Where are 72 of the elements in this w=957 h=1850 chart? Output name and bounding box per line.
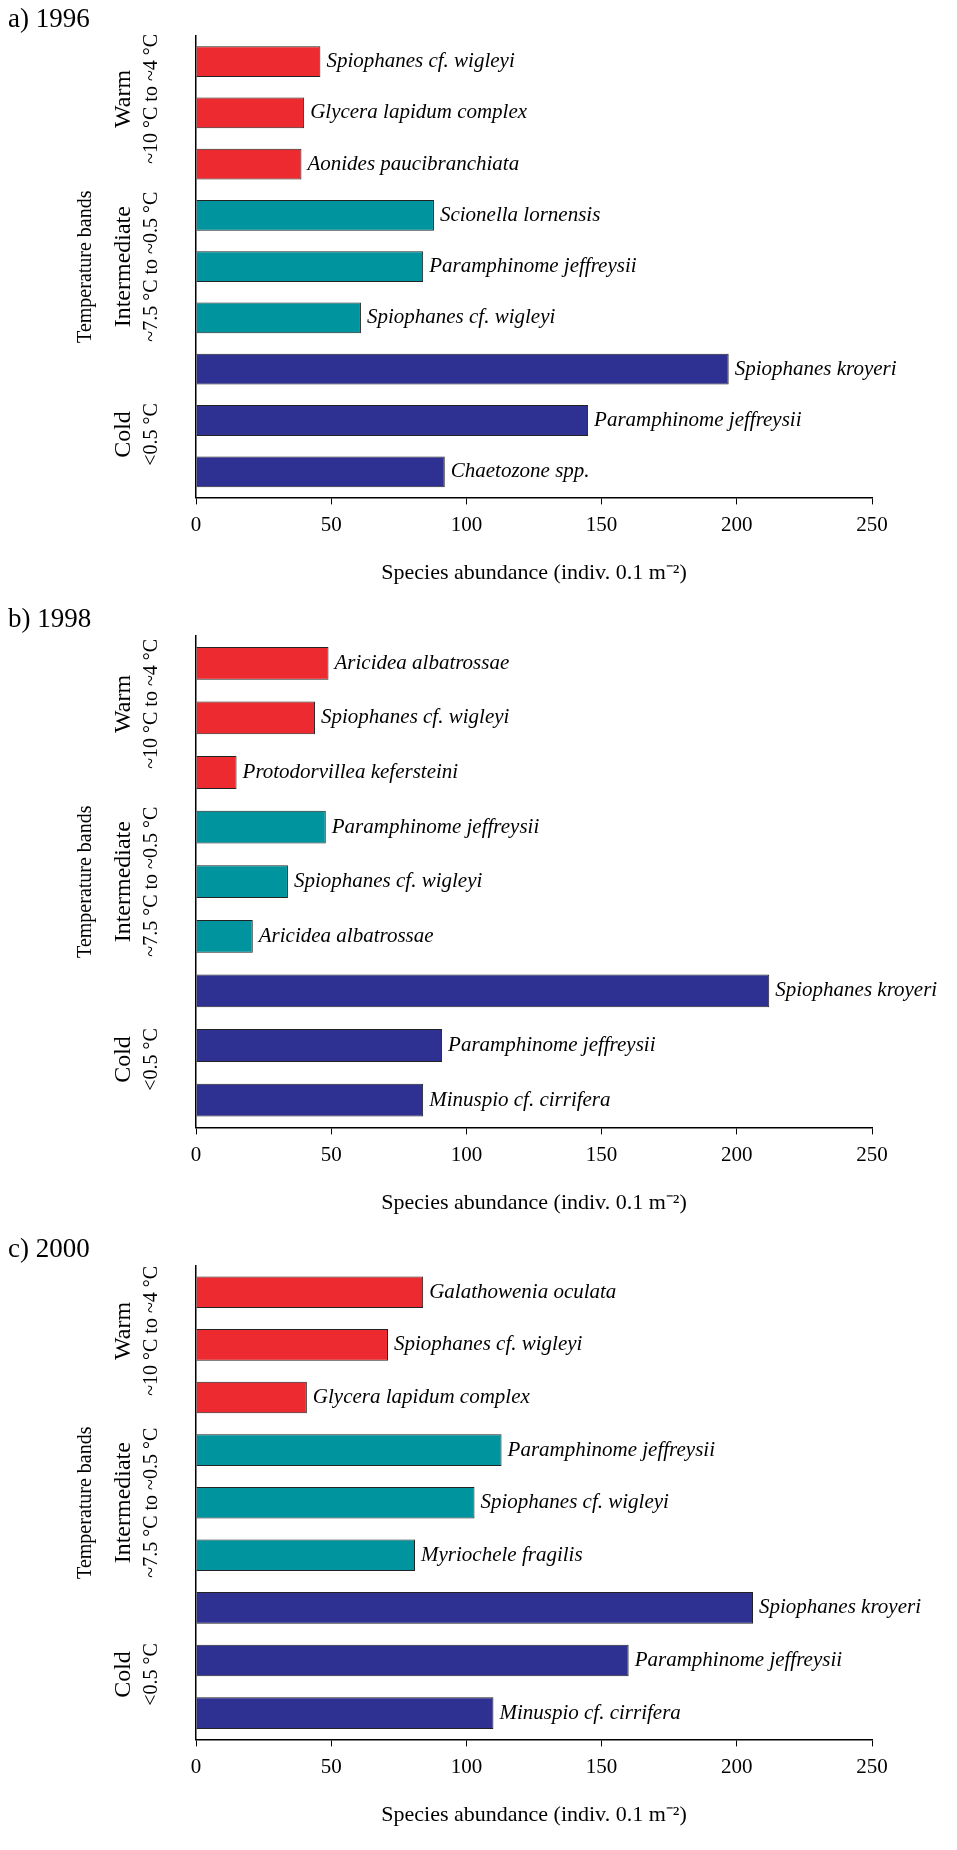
x-tick-label: 200 [721, 1141, 753, 1166]
text: <0.5 °C [139, 1643, 162, 1706]
text: Warm [109, 674, 136, 733]
x-axis-title: Species abundance (indiv. 0.1 m⁻²) [381, 1188, 687, 1214]
category-label: Paramphinome jeffreysii [634, 1647, 843, 1672]
x-axis-title: Species abundance (indiv. 0.1 m⁻²) [381, 1800, 687, 1826]
x-tick-label: 200 [721, 1753, 753, 1778]
category-label: Spiophanes kroyeri [759, 1594, 921, 1619]
x-tick-label: 0 [190, 511, 202, 536]
category-label: Spiophanes kroyeri [734, 355, 897, 380]
text: ~7.5 °C to ~0.5 °C [139, 806, 162, 957]
category-label: Aricidea albatrossae [258, 922, 434, 947]
text: Warm [109, 69, 136, 128]
x-tick-label: 200 [721, 511, 753, 536]
x-tick-label: 250 [856, 1753, 888, 1778]
x-tick-label: 100 [450, 511, 483, 536]
text: Cold [109, 1036, 136, 1083]
x-tick-label: 250 [856, 1141, 888, 1166]
category-label: Protodorvillea kefersteini [242, 759, 459, 784]
y-axis-title: Temperature bands [73, 190, 97, 343]
category-label: Spiophanes cf. wigleyi [366, 304, 556, 329]
category-label: Glycera lapidum complex [310, 99, 528, 124]
text: ~7.5 °C to ~0.5 °C [139, 191, 162, 342]
category-label: Paramphinome jeffreysii [448, 1032, 656, 1057]
chart-title: b) 1998 [8, 602, 92, 633]
text: ~10 °C to ~4 °C [139, 638, 162, 769]
text: <0.5 °C [139, 403, 162, 466]
x-tick-label: 100 [450, 1753, 483, 1778]
text: Intermediate [109, 821, 136, 943]
category-label: Glycera lapidum complex [312, 1384, 530, 1409]
category-label: Spiophanes cf. wigleyi [293, 868, 483, 893]
x-tick-label: 150 [585, 1141, 618, 1166]
text: Warm [109, 1301, 136, 1360]
text: ~10 °C to ~4 °C [139, 33, 162, 164]
x-tick-label: 50 [320, 511, 342, 536]
category-label: Paramphinome jeffreysii [594, 407, 802, 432]
x-tick-label: 0 [190, 1141, 202, 1166]
category-label: Myriochele fragilis [421, 1541, 583, 1566]
x-tick-label: 150 [585, 1753, 618, 1778]
x-tick-label: 50 [320, 1141, 342, 1166]
y-axis-title: Temperature bands [73, 1426, 97, 1579]
category-label: Chaetozone spp. [450, 458, 590, 483]
category-label: Spiophanes cf. wigleyi [393, 1331, 583, 1356]
category-label: Spiophanes cf. wigleyi [326, 48, 515, 73]
x-tick-label: 0 [190, 1753, 202, 1778]
text: ~7.5 °C to ~0.5 °C [139, 1427, 162, 1578]
category-label: Paramphinome jeffreysii [331, 813, 540, 838]
text: Intermediate [109, 206, 136, 328]
text: Cold [109, 1651, 136, 1698]
category-label: Paramphinome jeffreysii [429, 253, 637, 278]
category-label: Spiophanes cf. wigleyi [480, 1489, 669, 1514]
x-tick-label: 150 [585, 511, 618, 536]
text: Intermediate [109, 1442, 136, 1564]
text: Cold [109, 411, 136, 458]
category-label: Paramphinome jeffreysii [507, 1436, 715, 1461]
x-tick-label: 100 [450, 1141, 483, 1166]
category-label: Minuspio cf. cirrifera [429, 1086, 611, 1111]
category-label: Scionella lornensis [439, 201, 601, 226]
category-label: Aonides paucibranchiata [307, 150, 520, 175]
chart-title: a) 1996 [8, 2, 90, 33]
chart-title: c) 2000 [8, 1232, 90, 1263]
category-label: Aricidea albatrossae [334, 649, 510, 674]
category-label: Galathowenia oculata [429, 1278, 617, 1303]
x-tick-label: 250 [856, 511, 888, 536]
text: <0.5 °C [139, 1028, 162, 1091]
y-axis-title: Temperature bands [73, 805, 97, 958]
category-label: Spiophanes kroyeri [775, 977, 938, 1002]
x-tick-label: 50 [320, 1753, 342, 1778]
category-label: Spiophanes cf. wigleyi [320, 704, 510, 729]
category-label: Minuspio cf. cirrifera [499, 1699, 681, 1724]
text: ~10 °C to ~4 °C [139, 1265, 162, 1396]
x-axis-title: Species abundance (indiv. 0.1 m⁻²) [381, 558, 687, 584]
